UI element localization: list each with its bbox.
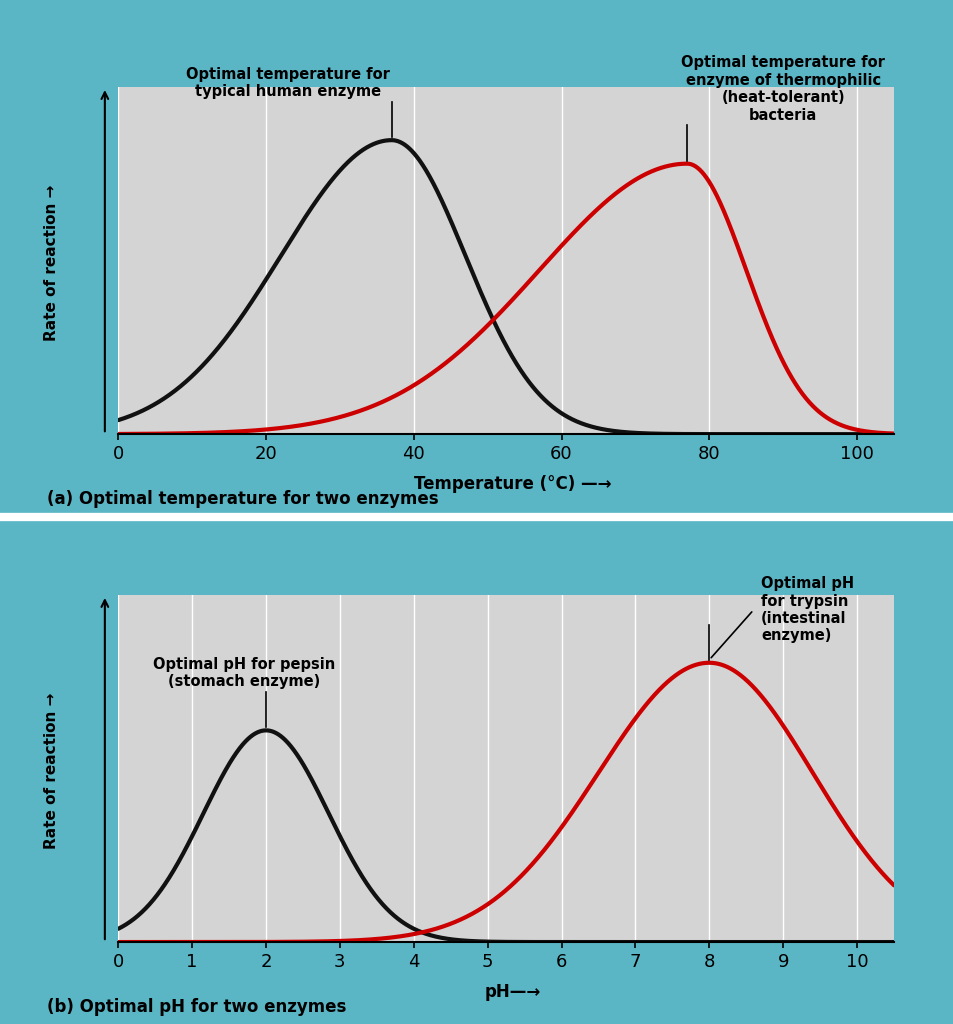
Text: (b) Optimal pH for two enzymes: (b) Optimal pH for two enzymes [47, 998, 346, 1017]
Text: (a) Optimal temperature for two enzymes: (a) Optimal temperature for two enzymes [47, 490, 437, 509]
Text: Temperature (°C) —→: Temperature (°C) —→ [414, 475, 611, 493]
Text: Rate of reaction →: Rate of reaction → [44, 185, 58, 341]
Text: Rate of reaction →: Rate of reaction → [44, 693, 58, 849]
Text: pH—→: pH—→ [484, 983, 540, 1000]
